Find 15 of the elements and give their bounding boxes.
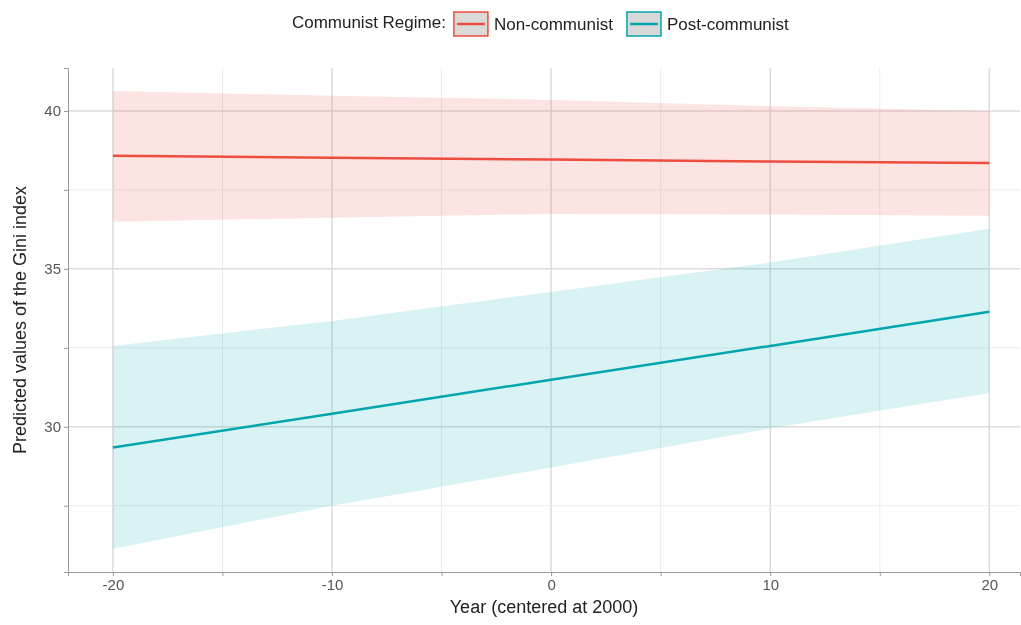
x-axis-title: Year (centered at 2000)	[449, 597, 639, 617]
x-tick-label: 20	[981, 575, 999, 593]
x-tick-label: 0	[547, 575, 556, 593]
legend-title: Communist Regime:	[291, 13, 446, 32]
legend-label: Post-communist	[666, 15, 790, 34]
legend-label: Non-communist	[493, 15, 614, 34]
y-tick-label: 40	[44, 102, 61, 120]
line-series	[111, 154, 991, 165]
y-tick-label: 30	[44, 418, 61, 436]
line-series	[111, 310, 991, 449]
y-tick-label: 35	[44, 260, 61, 278]
y-axis-title: Predicted values of the Gini index	[10, 185, 30, 455]
x-tick-label: -10	[321, 575, 344, 593]
x-tick-label: 10	[762, 575, 780, 593]
x-tick-label: -20	[102, 575, 125, 593]
